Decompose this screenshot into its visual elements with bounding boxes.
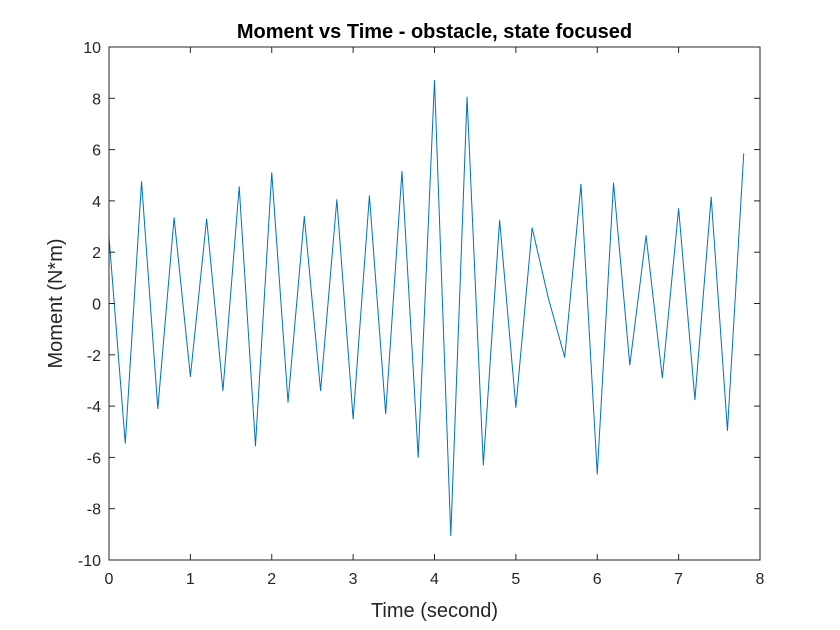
x-ticks: 0 1 2 3 4 5 6 7 8 (105, 47, 765, 588)
x-axis-label: Time (second) (371, 600, 498, 622)
chart-title: Moment vs Time - obstacle, state focused (237, 21, 632, 43)
x-tick-label: 4 (430, 571, 439, 588)
y-tick-label: 6 (92, 143, 101, 160)
y-tick-label: -10 (78, 553, 101, 570)
y-tick-label: -6 (87, 450, 101, 467)
series-layer (108, 79, 745, 537)
x-tick-label: 7 (674, 571, 683, 588)
y-tick-label: -8 (87, 502, 101, 519)
y-tick-label: 10 (83, 40, 101, 57)
x-tick-label: 0 (105, 571, 114, 588)
y-axis-label: Moment (N*m) (45, 238, 67, 368)
x-tick-label: 1 (186, 571, 195, 588)
x-tick-label: 5 (511, 571, 520, 588)
y-tick-label: -2 (87, 348, 101, 365)
y-ticks: -10 -8 -6 -4 -2 0 2 4 6 8 10 (78, 40, 760, 570)
x-tick-label: 8 (756, 571, 765, 588)
x-tick-label: 2 (267, 571, 276, 588)
x-tick-label: 3 (349, 571, 358, 588)
x-tick-label: 6 (593, 571, 602, 588)
y-tick-label: 8 (92, 91, 101, 108)
y-tick-label: 2 (92, 245, 101, 262)
y-tick-label: -4 (87, 399, 101, 416)
y-tick-label: 4 (92, 194, 101, 211)
plot-area (109, 47, 760, 560)
series-line-0 (108, 79, 745, 537)
y-tick-label: 0 (92, 297, 101, 314)
